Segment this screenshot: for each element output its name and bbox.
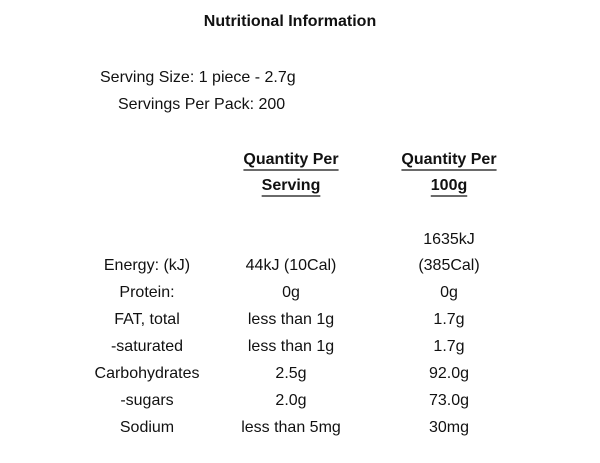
column-header: Serving	[262, 177, 321, 194]
table-cell: 1.7g	[433, 311, 464, 328]
row-label: Sodium	[120, 419, 174, 436]
row-label: Energy: (kJ)	[104, 257, 190, 274]
table-cell: 2.5g	[275, 365, 306, 382]
table-cell: 30mg	[429, 419, 469, 436]
row-label: -saturated	[111, 338, 183, 355]
serving-size: Serving Size: 1 piece - 2.7g	[100, 69, 296, 86]
table-cell: less than 1g	[248, 311, 334, 328]
row-label: -sugars	[120, 392, 173, 409]
column-header: Quantity Per	[401, 151, 496, 168]
table-cell: 0g	[282, 284, 300, 301]
column-header: 100g	[431, 177, 467, 194]
table-cell: 1635kJ	[423, 231, 475, 248]
row-label: Protein:	[119, 284, 174, 301]
row-label: Carbohydrates	[95, 365, 200, 382]
table-cell: 1.7g	[433, 338, 464, 355]
title: Nutritional Information	[204, 13, 376, 30]
servings-per-pack: Servings Per Pack: 200	[118, 96, 285, 113]
table-cell: less than 5mg	[241, 419, 341, 436]
table-cell: (385Cal)	[418, 257, 479, 274]
column-header: Quantity Per	[243, 151, 338, 168]
table-cell: 73.0g	[429, 392, 469, 409]
table-cell: less than 1g	[248, 338, 334, 355]
row-label: FAT, total	[114, 311, 180, 328]
table-cell: 0g	[440, 284, 458, 301]
table-cell: 92.0g	[429, 365, 469, 382]
table-cell: 44kJ (10Cal)	[246, 257, 337, 274]
table-cell: 2.0g	[275, 392, 306, 409]
